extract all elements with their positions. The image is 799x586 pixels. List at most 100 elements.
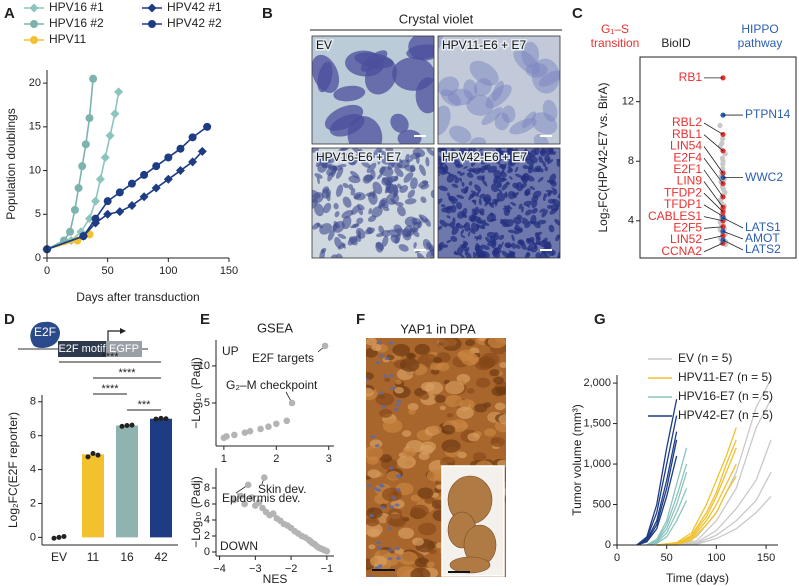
cell [505,191,508,199]
x-axis-label: Time (days) [666,571,729,585]
cell [314,173,323,179]
cell [504,242,512,249]
significance-label: *** [138,399,152,411]
cell [547,159,554,165]
cell [413,241,417,249]
cell [461,207,468,217]
marker [114,87,124,97]
legend-label: HPV16-E7 (n = 5) [678,389,773,403]
inset-tissue [449,556,491,574]
cell [460,229,465,235]
cell [484,428,496,437]
protein-point [720,161,726,167]
marker [176,144,185,153]
gene-label: RBL1 [672,127,702,141]
nucleus [378,354,384,358]
cell [327,229,335,241]
marker [91,196,101,206]
marker [84,214,94,224]
tumor-line [646,500,688,546]
y-axis-label: −Log₁₀ (Padj) [189,476,203,547]
cell [369,557,378,564]
cell [412,148,426,158]
cell [362,174,373,184]
cell [377,172,383,180]
marker [175,166,185,176]
cell [507,166,513,171]
nucleus [377,564,383,568]
nucleus [380,405,386,409]
cell [468,181,473,186]
cell [511,242,517,249]
cell [366,162,377,173]
cell [352,223,360,229]
x-tick-label: 1 [221,453,227,465]
marker [151,183,161,193]
cell [404,164,416,173]
replicate-point [129,422,135,428]
cell [482,197,491,202]
cell [361,161,371,168]
cell [406,352,415,359]
cell [512,182,520,189]
marker [197,146,207,156]
cell [420,196,427,203]
x-tick-label: 150 [757,552,775,564]
marker [91,214,100,223]
cell [451,198,459,205]
tile-label: HPV16-E6 + E7 [316,150,401,164]
cell [526,252,531,257]
gene-set-point [265,423,272,431]
cell [350,170,360,179]
cell [484,222,490,227]
cell [399,185,409,193]
series-line [46,91,120,251]
nucleus [395,488,401,492]
cell [412,230,420,238]
cell [314,203,324,217]
cell [390,162,403,169]
gene-set-point [230,496,238,504]
cell [514,228,523,235]
cell [410,177,418,190]
nucleus [393,408,399,412]
cell [514,166,519,173]
legend-label: EV (n = 5) [678,351,732,365]
gene-set-point [269,510,277,517]
cell [544,166,548,172]
cell [555,234,560,242]
gene-set-point [273,420,280,428]
x-tick-label: EV [51,550,67,564]
cell [522,217,530,225]
cell [440,204,446,208]
cell [469,137,486,144]
nucleus [387,526,393,530]
leader-line [703,242,724,253]
gene-label: CABLES1 [648,209,702,223]
cell [475,247,482,256]
cell [501,182,509,191]
marker [203,122,212,131]
y-tick-label: 10 [198,360,210,372]
cell [492,198,497,205]
nucleus [378,391,384,395]
cell [471,208,477,213]
significance-label: **** [101,383,119,395]
cell [467,432,480,442]
cell [470,157,477,167]
gene-set-point [255,499,263,506]
cell [481,250,490,258]
replicate-point [90,450,96,456]
cell [428,425,442,435]
cell [372,148,383,158]
gene-set-point [244,481,252,489]
gene-label: LATS1 [745,220,781,234]
cell [476,152,483,159]
cell [471,212,477,215]
legend-label: HPV42 #1 [167,0,222,14]
cell [429,252,434,258]
gene-set-point [248,494,256,501]
cell [459,172,465,176]
cell [507,148,513,157]
cell [342,182,349,189]
